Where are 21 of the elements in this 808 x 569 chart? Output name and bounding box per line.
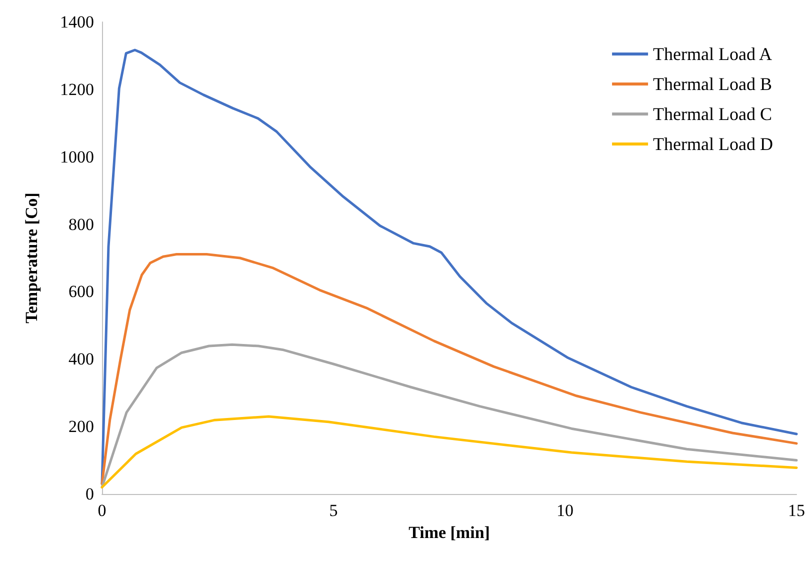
y-tick-label: 600 [68,282,94,302]
legend-label: Thermal Load D [653,134,773,154]
x-tick-label: 0 [98,501,106,520]
y-tick-label: 1000 [60,147,94,166]
legend-label: Thermal Load B [653,74,772,94]
legend-label: Thermal Load A [653,44,772,64]
y-axis-title: Temperature [Co] [22,192,41,324]
x-tick-label: 10 [556,501,574,520]
line-series [100,253,798,486]
y-tick-label: 800 [68,214,94,234]
y-tick-label: 200 [68,417,94,436]
y-tick-label: 0 [86,484,94,504]
y-tick-label: 400 [68,350,94,369]
x-tick-label: 15 [788,501,805,520]
legend-label: Thermal Load C [653,104,772,124]
line-series [100,415,798,489]
line-series [100,343,798,489]
y-tick-label: 1400 [60,12,94,32]
y-tick-label: 1200 [60,80,94,99]
x-axis-title: Time [min] [408,523,490,542]
x-tick-label: 5 [329,501,338,520]
